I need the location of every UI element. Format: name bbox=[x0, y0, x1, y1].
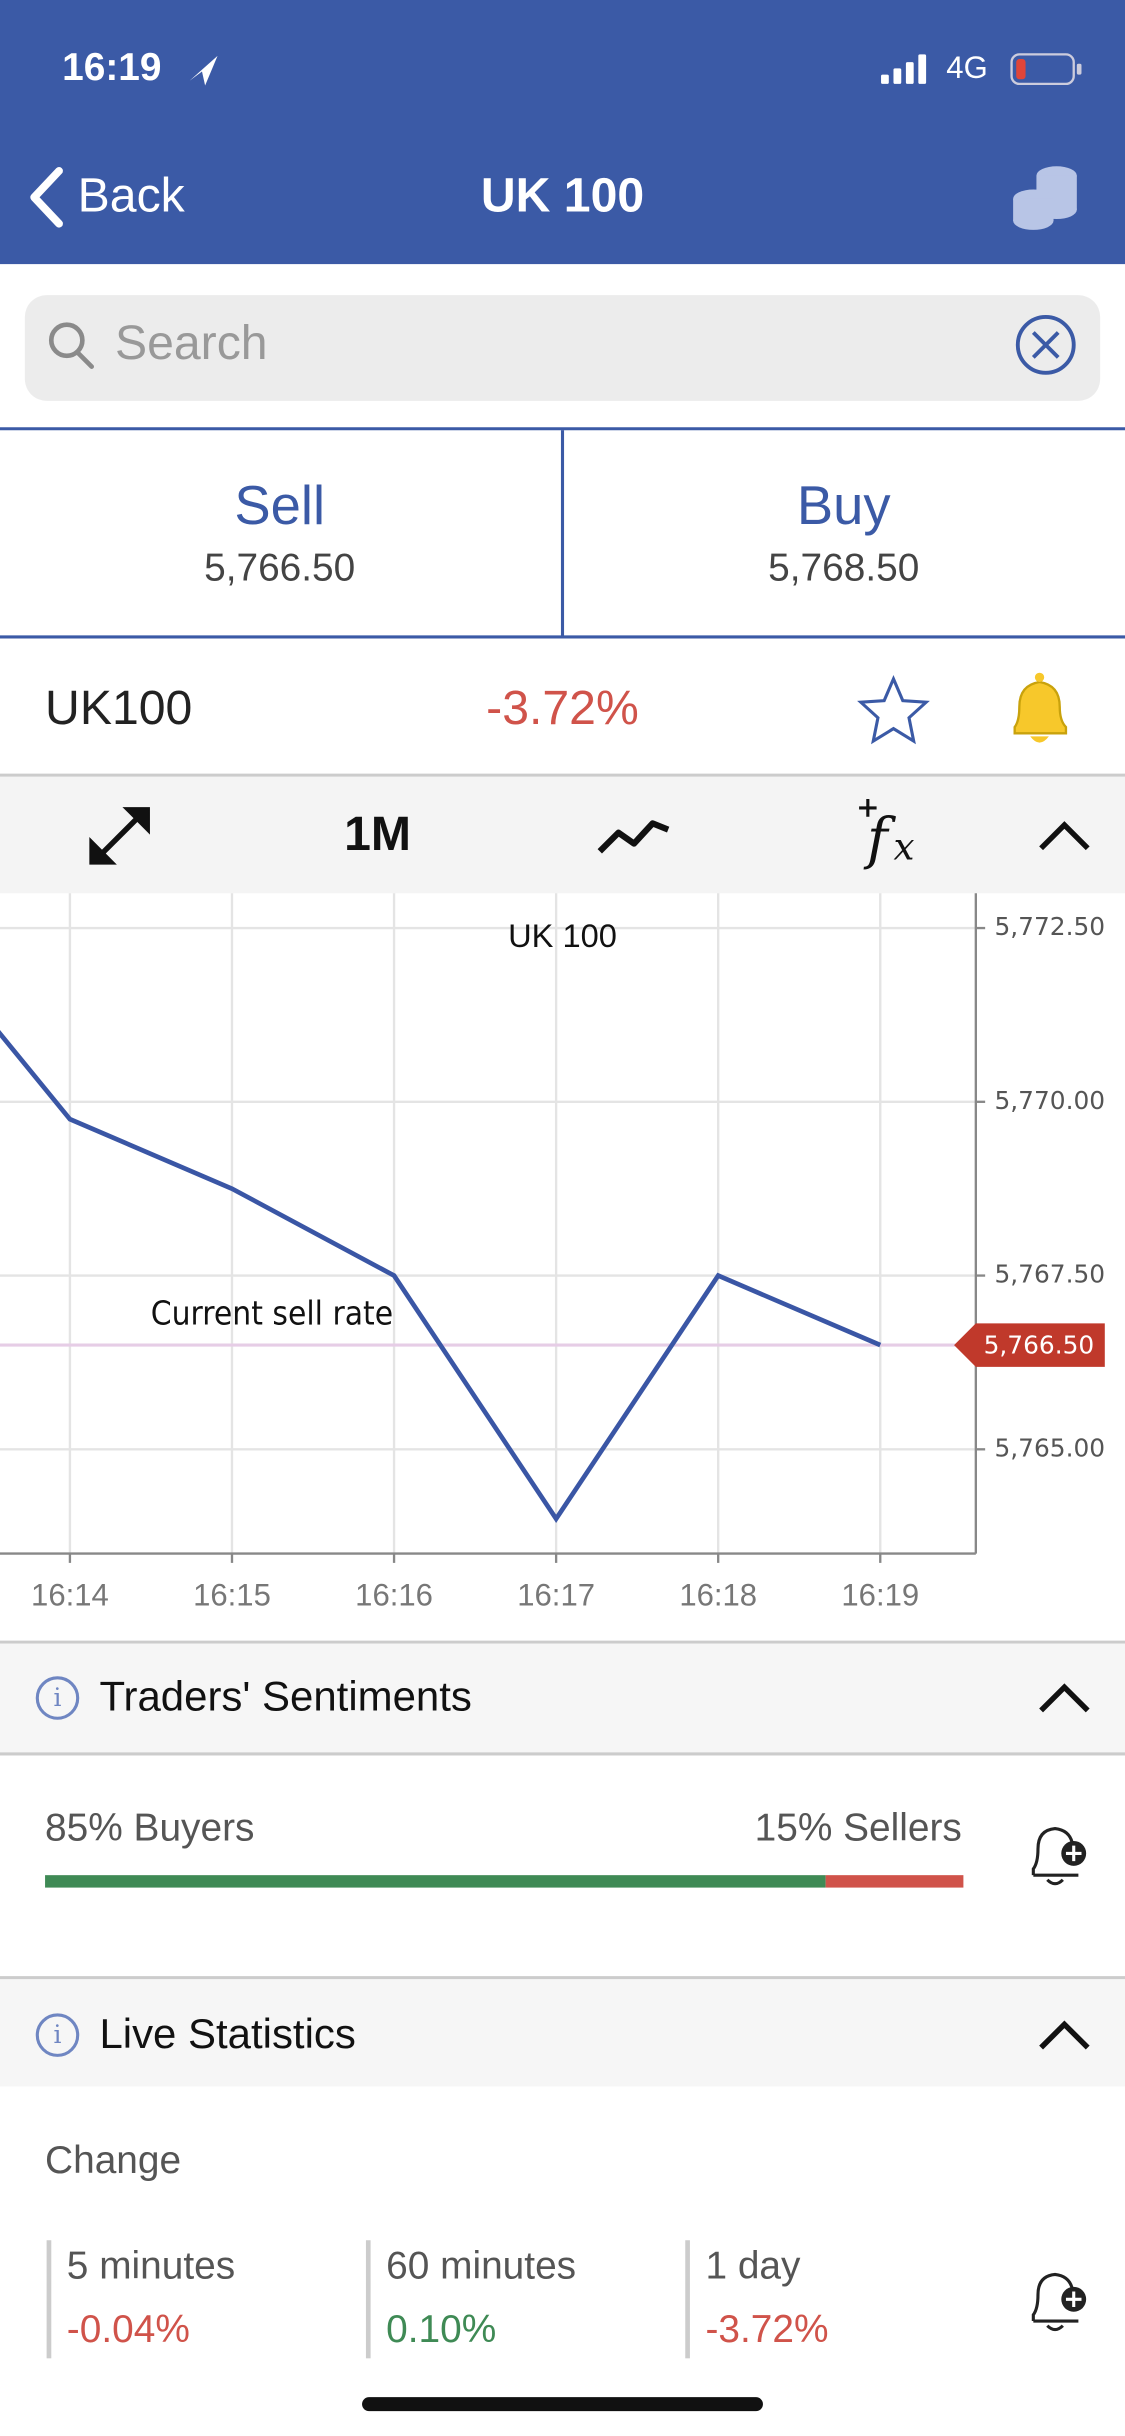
status-time: 16:19 bbox=[62, 46, 161, 89]
stat-bar bbox=[685, 2240, 690, 2359]
info-icon[interactable] bbox=[35, 2013, 80, 2057]
stat-bar bbox=[365, 2240, 371, 2359]
section-header[interactable] bbox=[0, 1979, 1125, 2087]
y-tick-label: 5,770.00 bbox=[994, 1086, 1105, 1115]
svg-text:x: x bbox=[893, 824, 914, 868]
instrument-change: -3.72% bbox=[486, 681, 639, 735]
section-header[interactable] bbox=[0, 1643, 1125, 1753]
stat-label: 1 day bbox=[705, 2244, 801, 2287]
instrument-name: UK100 bbox=[45, 681, 192, 735]
header bbox=[0, 0, 1125, 265]
x-tick-label: 16:14 bbox=[31, 1577, 109, 1612]
collapse-button[interactable] bbox=[1039, 2020, 1090, 2050]
info-icon[interactable] bbox=[35, 1676, 80, 1720]
favorite-button[interactable] bbox=[857, 674, 930, 745]
chart-type-button[interactable] bbox=[597, 820, 670, 854]
add-alert-button[interactable] bbox=[1031, 1826, 1087, 1886]
sell-button[interactable]: Sell 5,766.50 bbox=[0, 430, 561, 637]
buyers-label: 85% Buyers bbox=[45, 1806, 254, 1849]
search-icon-handle bbox=[75, 350, 95, 369]
x-tick-label: 16:19 bbox=[841, 1577, 919, 1612]
stats: 5 minutes -0.04% 60 minutes 0.10% 1 day -3.72… bbox=[46, 2240, 828, 2359]
back-button[interactable]: Back bbox=[30, 167, 186, 228]
chart-title: UK 100 bbox=[508, 917, 617, 954]
stat-label: 5 minutes bbox=[67, 2244, 235, 2287]
stat-bar bbox=[46, 2240, 52, 2359]
clear-button[interactable] bbox=[1015, 314, 1076, 375]
buy-button[interactable]: Buy 5,768.50 bbox=[564, 430, 1125, 637]
x-tick-label: 16:15 bbox=[193, 1577, 271, 1612]
buyers-bar bbox=[45, 1875, 826, 1888]
collapse-button[interactable] bbox=[1039, 1683, 1090, 1713]
buy-label[interactable]: Buy bbox=[797, 475, 892, 536]
buy-price[interactable]: 5,768.50 bbox=[768, 546, 919, 589]
signal-icon bbox=[881, 54, 927, 84]
chart-toolbar bbox=[0, 776, 1125, 894]
svg-text:+: + bbox=[856, 791, 879, 824]
y-tick-label: 5,765.00 bbox=[994, 1433, 1105, 1462]
alert-button[interactable] bbox=[1013, 672, 1068, 743]
sell-label[interactable]: Sell bbox=[234, 475, 325, 536]
change-label: Change bbox=[45, 2139, 181, 2182]
x-tick-label: 16:16 bbox=[355, 1577, 433, 1612]
stat-value: -0.04% bbox=[67, 2308, 190, 2351]
search-bar[interactable] bbox=[24, 295, 1101, 401]
annotation: Current sell rate bbox=[151, 1295, 393, 1333]
coins-icon[interactable] bbox=[1013, 166, 1077, 230]
search-icon bbox=[48, 322, 85, 359]
info-icon-glyph: i bbox=[54, 1683, 62, 1712]
section-title: Live Statistics bbox=[99, 2010, 355, 2057]
fullscreen-button[interactable] bbox=[89, 807, 150, 865]
battery-icon bbox=[1010, 53, 1082, 86]
location-icon bbox=[189, 55, 218, 86]
stat-value: 0.10% bbox=[386, 2308, 496, 2351]
network-label: 4G bbox=[946, 50, 987, 85]
x-tick-label: 16:18 bbox=[679, 1577, 757, 1612]
x-tick-label: 16:17 bbox=[517, 1577, 595, 1612]
collapse-button[interactable] bbox=[1039, 821, 1090, 851]
search-placeholder[interactable]: Search bbox=[115, 316, 268, 370]
stat-value: -3.72% bbox=[705, 2308, 828, 2351]
section-title: Traders' Sentiments bbox=[99, 1673, 471, 1720]
info-icon-glyph: i bbox=[54, 2020, 62, 2049]
reference-label: 5,766.50 bbox=[984, 1331, 1095, 1360]
period-button[interactable]: 1M bbox=[344, 807, 411, 861]
series-line bbox=[0, 1030, 882, 1524]
add-alert-button[interactable] bbox=[1031, 2272, 1087, 2332]
home-indicator bbox=[362, 2397, 763, 2412]
sellers-label: 15% Sellers bbox=[755, 1806, 962, 1849]
reference-badge bbox=[954, 1323, 1105, 1367]
chart: 5,765.00 5,767.50 5,770.00 5,772.50 16:14 16:… bbox=[0, 893, 1105, 1612]
y-tick-label: 5,767.50 bbox=[994, 1260, 1105, 1289]
sentiment-bar bbox=[45, 1875, 964, 1888]
sellers-bar bbox=[825, 1875, 964, 1888]
back-label[interactable]: Back bbox=[78, 169, 186, 223]
y-tick-label: 5,772.50 bbox=[994, 912, 1105, 941]
sell-price[interactable]: 5,766.50 bbox=[204, 546, 355, 589]
stat-label: 60 minutes bbox=[386, 2244, 576, 2287]
nav-title: UK 100 bbox=[481, 169, 644, 223]
